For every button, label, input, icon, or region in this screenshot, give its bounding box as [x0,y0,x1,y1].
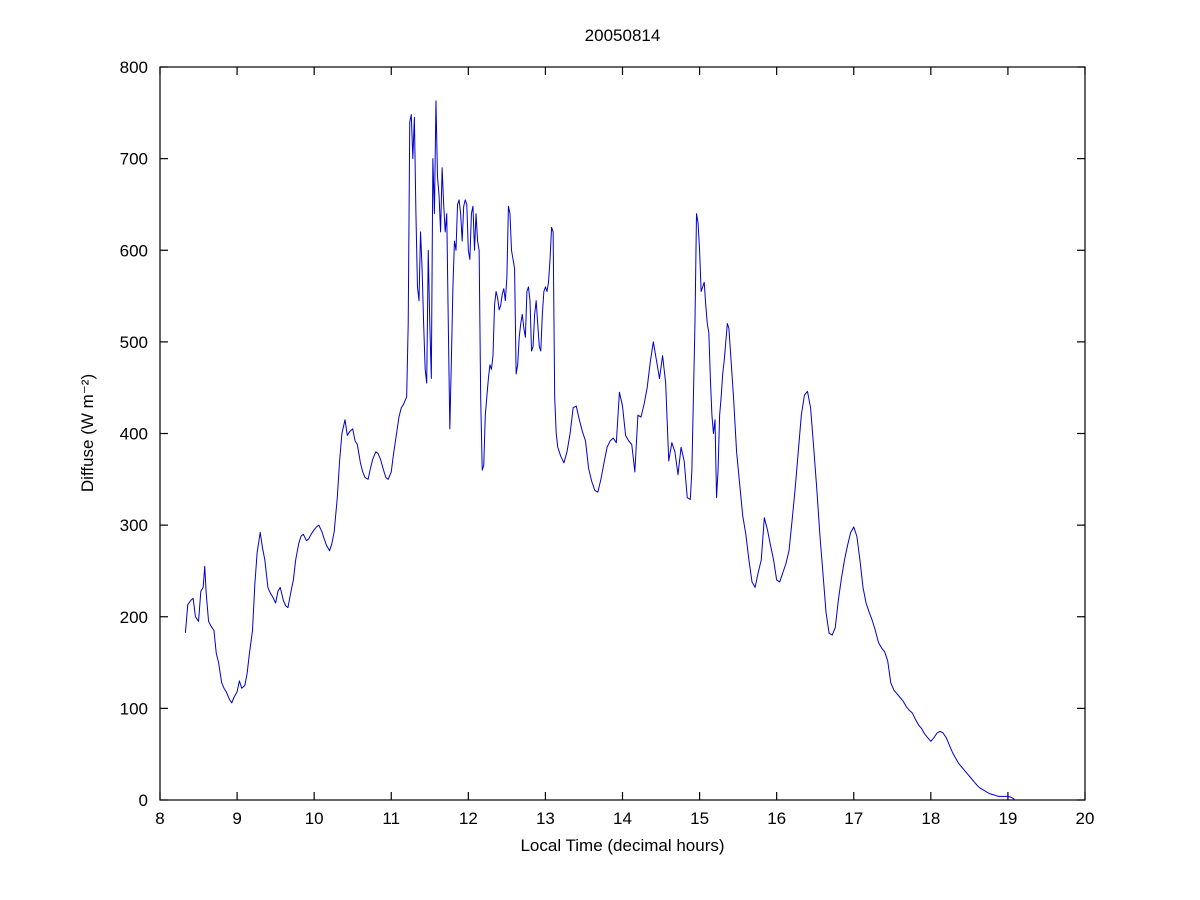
y-tick-label: 500 [120,333,148,352]
x-tick-label: 15 [690,809,709,828]
x-tick-label: 17 [844,809,863,828]
x-tick-label: 8 [155,809,164,828]
x-tick-label: 14 [613,809,632,828]
y-tick-label: 400 [120,425,148,444]
x-tick-label: 9 [232,809,241,828]
chart-title: 20050814 [584,26,661,45]
x-tick-label: 18 [921,809,940,828]
y-tick-label: 100 [120,699,148,718]
x-tick-label: 10 [305,809,324,828]
x-tick-label: 11 [382,809,400,828]
x-tick-label: 12 [459,809,478,828]
y-tick-label: 800 [120,58,148,77]
y-tick-label: 300 [120,516,148,535]
x-tick-label: 13 [536,809,555,828]
plot-area [159,66,1086,801]
data-line [184,100,1015,800]
x-axis-label: Local Time (decimal hours) [520,836,725,855]
x-tick-label: 19 [998,809,1017,828]
y-tick-label: 0 [139,791,148,810]
y-tick-label: 600 [120,241,148,260]
x-tick-label: 16 [767,809,786,828]
x-tick-label: 20 [1076,809,1095,828]
y-tick-label: 200 [120,608,148,627]
y-tick-label: 700 [120,150,148,169]
